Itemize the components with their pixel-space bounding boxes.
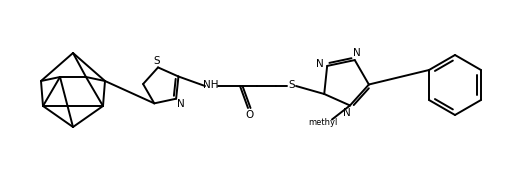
Text: O: O: [246, 110, 254, 120]
Text: S: S: [154, 56, 160, 66]
Text: S: S: [289, 80, 295, 90]
Text: methyl: methyl: [309, 118, 338, 127]
Text: NH: NH: [203, 80, 219, 90]
Text: N: N: [343, 108, 351, 118]
Text: N: N: [353, 48, 361, 58]
Text: N: N: [316, 59, 324, 69]
Text: N: N: [177, 99, 185, 109]
